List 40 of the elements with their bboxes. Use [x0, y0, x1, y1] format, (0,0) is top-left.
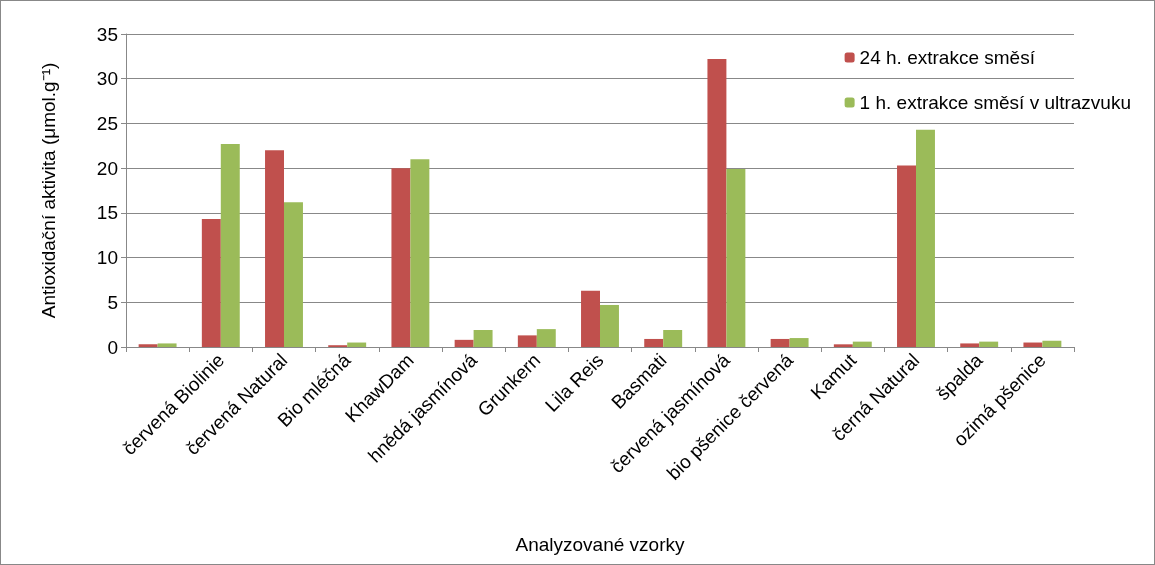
bar — [600, 304, 619, 347]
bar — [265, 150, 284, 347]
legend-label: 24 h. extrakce směsí — [859, 47, 1036, 68]
y-tick-label: 10 — [96, 247, 118, 269]
y-tick-label: 35 — [96, 23, 118, 45]
bar — [410, 159, 430, 347]
x-axis-title: Analyzované vzorky — [515, 534, 685, 555]
bar — [707, 59, 727, 347]
bar — [284, 202, 303, 347]
bar — [581, 290, 600, 347]
y-axis-title: Antioxidační aktivita (μmol.g⁻¹) — [38, 62, 59, 319]
bar — [138, 344, 158, 347]
bar — [770, 338, 790, 347]
bar — [473, 330, 493, 347]
bar — [979, 341, 999, 347]
bar — [789, 338, 809, 347]
bar — [157, 343, 177, 347]
bar — [960, 343, 980, 347]
x-tick-label: Lila Reis — [541, 349, 608, 416]
y-tick-label: 5 — [107, 291, 118, 313]
bar — [916, 129, 935, 347]
bar — [536, 329, 556, 347]
y-tick-label: 25 — [96, 112, 118, 134]
bar — [833, 344, 853, 347]
bar — [726, 169, 746, 347]
y-tick-label: 0 — [107, 336, 118, 358]
bar — [391, 168, 411, 347]
bar — [1042, 340, 1062, 347]
bar — [454, 339, 474, 347]
bar — [201, 219, 221, 347]
bar — [663, 330, 683, 347]
legend-label: 1 h. extrakce směsí v ultrazvuku — [859, 92, 1132, 113]
bar — [517, 335, 537, 347]
y-tick-label: 30 — [96, 68, 118, 90]
bar — [897, 165, 916, 347]
y-tick-label: 20 — [96, 157, 118, 179]
bar — [220, 144, 240, 347]
bar — [644, 338, 664, 347]
bar — [852, 341, 872, 347]
y-tick-label: 15 — [96, 202, 118, 224]
